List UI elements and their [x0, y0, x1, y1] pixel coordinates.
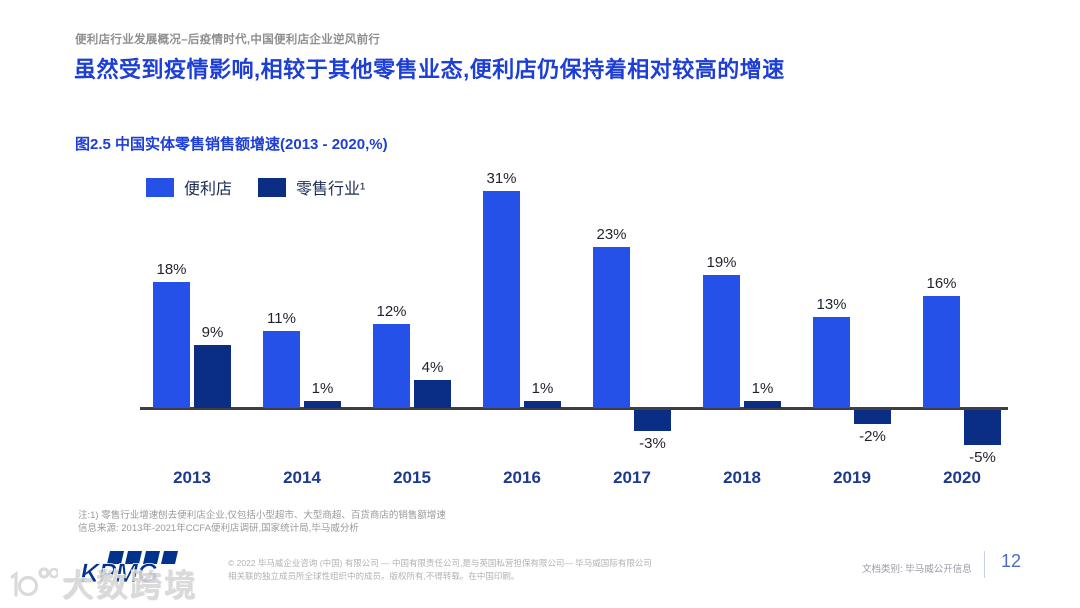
bar-2015-series1: [414, 380, 451, 408]
bar-2014-series1: [304, 401, 341, 408]
bar-value-label-2015-series0: 12%: [376, 303, 407, 320]
svg-text:KPMG: KPMG: [80, 558, 158, 588]
bar-2015-series0: [373, 324, 410, 408]
footer-copyright-line1: © 2022 毕马威企业咨询 (中国) 有限公司 — 中国有限责任公司,是与英国…: [228, 558, 652, 568]
bar-2017-series1: [634, 410, 671, 431]
bar-2020-series1: [964, 410, 1001, 445]
x-axis-label-2015: 2015: [393, 468, 431, 487]
kpmg-logo-icon: KPMG: [80, 551, 178, 588]
legend-swatch-retail-industry: [258, 177, 287, 197]
bar-value-label-2020-series0: 16%: [926, 275, 957, 292]
x-axis-label-2019: 2019: [833, 468, 871, 487]
doc-class-label: 文档类别: 毕马威公开信息: [862, 564, 972, 575]
footnotes: 注:1) 零售行业增速刨去便利店企业,仅包括小型超市、大型商超、百货商店的销售额…: [78, 509, 446, 535]
footnote-note: 注:1) 零售行业增速刨去便利店企业,仅包括小型超市、大型商超、百货商店的销售额…: [78, 510, 446, 521]
bar-value-label-2016-series0: 31%: [486, 170, 517, 187]
bar-2019-series0: [813, 317, 850, 408]
x-axis-label-2018: 2018: [723, 468, 761, 487]
bar-2019-series1: [854, 410, 891, 424]
x-axis-label-2014: 2014: [283, 468, 321, 487]
x-axis-label-2013: 2013: [173, 468, 211, 487]
bar-2018-series1: [744, 401, 781, 408]
bar-value-label-2013-series0: 18%: [156, 261, 187, 278]
section-eyebrow: 便利店行业发展概况–后疫情时代,中国便利店企业逆风前行: [75, 34, 381, 46]
legend-label-convenience-store: 便利店: [184, 181, 233, 198]
page-title: 虽然受到疫情影响,相较于其他零售业态,便利店仍保持着相对较高的增速: [74, 57, 785, 82]
x-axis-line: [140, 407, 1008, 410]
legend-item-retail-industry: 零售行业¹: [258, 175, 365, 199]
legend-swatch-convenience-store: [146, 177, 174, 197]
bar-2013-series0: [153, 282, 190, 408]
footer-divider: [984, 551, 985, 578]
bar-value-label-2017-series1: -3%: [639, 435, 666, 452]
bar-2017-series0: [593, 247, 630, 408]
bar-value-label-2016-series1: 1%: [531, 380, 554, 397]
bar-value-label-2014-series0: 11%: [267, 310, 296, 327]
bar-2016-series1: [524, 401, 561, 408]
bar-value-label-2019-series1: -2%: [859, 428, 886, 445]
x-axis-label-2017: 2017: [613, 468, 651, 487]
bar-value-label-2015-series1: 4%: [421, 359, 444, 376]
footer-copyright-line2: 相关联的独立成员所全球性组织中的成员。版权所有,不得转载。在中国印刷。: [228, 570, 520, 581]
legend-label-retail-industry: 零售行业¹: [296, 181, 366, 198]
chart-legend: 便利店 零售行业¹: [146, 175, 379, 199]
bar-2016-series0: [483, 191, 520, 408]
bar-value-label-2018-series0: 19%: [706, 254, 737, 271]
bar-2013-series1: [194, 345, 231, 408]
bar-value-label-2018-series1: 1%: [751, 380, 774, 397]
bar-value-label-2019-series0: 13%: [816, 296, 847, 313]
x-axis-label-2020: 2020: [943, 468, 981, 487]
footer-copyright: © 2022 毕马威企业咨询 (中国) 有限公司 — 中国有限责任公司,是与英国…: [228, 557, 698, 583]
bar-value-label-2017-series0: 23%: [596, 226, 627, 243]
page-number: 12: [1001, 551, 1022, 571]
bar-value-label-2020-series1: -5%: [969, 449, 996, 466]
footnote-source: 信息来源: 2013年-2021年CCFA便利店调研,国家统计局,毕马威分析: [78, 523, 359, 534]
chart-title: 图2.5 中国实体零售销售额增速(2013 - 2020,%): [75, 136, 388, 153]
kpmg-logo: KPMG: [78, 549, 200, 594]
bar-value-label-2014-series1: 1%: [311, 380, 334, 397]
bar-2020-series0: [923, 296, 960, 408]
bar-value-label-2013-series1: 9%: [201, 324, 224, 341]
bar-2018-series0: [703, 275, 740, 408]
legend-item-convenience-store: 便利店: [146, 175, 232, 199]
x-axis-label-2016: 2016: [503, 468, 541, 487]
bar-2014-series0: [263, 331, 300, 408]
